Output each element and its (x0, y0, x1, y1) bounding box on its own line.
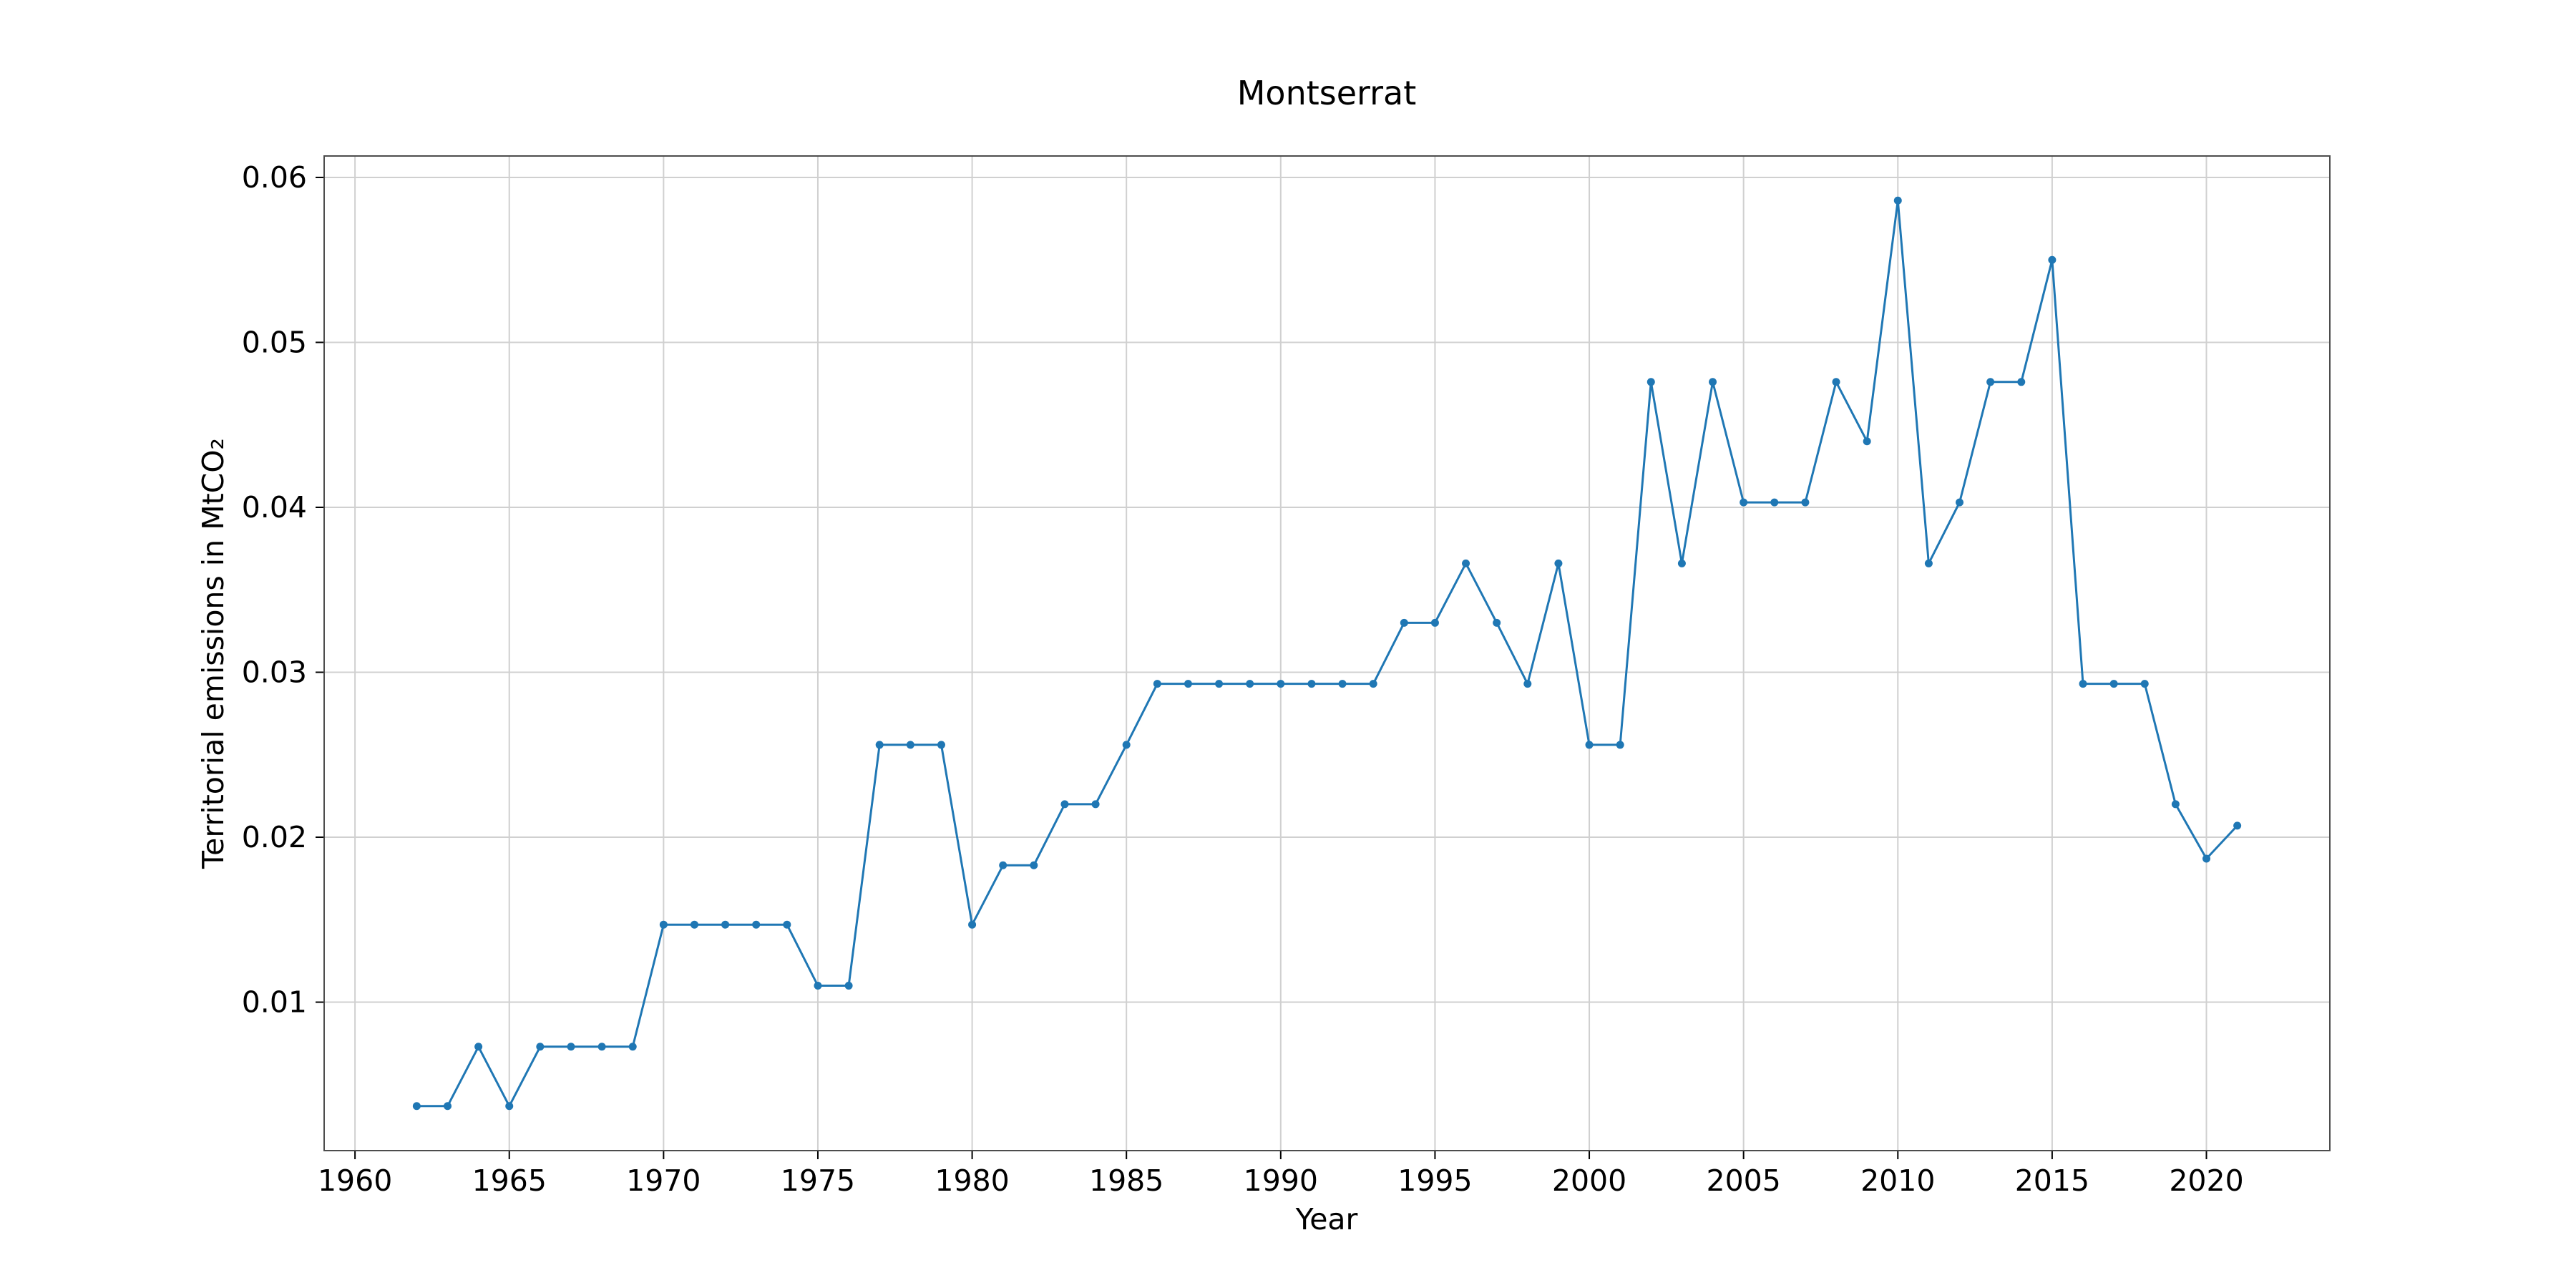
x-tick-label: 2010 (1860, 1163, 1935, 1198)
data-point (1986, 378, 1995, 386)
x-tick-label: 1970 (626, 1163, 701, 1198)
data-point (474, 1043, 483, 1051)
x-tick-label: 1995 (1397, 1163, 1472, 1198)
data-series (412, 196, 2242, 1111)
series-line (416, 199, 2238, 1108)
data-point (2048, 255, 2057, 264)
data-point (1585, 741, 1594, 749)
data-point (1400, 618, 1408, 627)
data-point (875, 741, 884, 749)
y-tick-label: 0.02 (242, 820, 307, 854)
y-tick-label: 0.06 (242, 160, 307, 195)
data-point (1215, 680, 1224, 688)
data-point (937, 741, 945, 749)
data-point (1369, 680, 1377, 688)
data-point (1924, 559, 1933, 567)
data-point (567, 1043, 575, 1051)
data-point (2233, 821, 2242, 830)
data-point (968, 920, 977, 929)
data-point (1338, 680, 1347, 688)
data-point (2109, 680, 2118, 688)
data-point (1801, 498, 1810, 507)
x-tick-label: 1990 (1244, 1163, 1318, 1198)
data-point (1740, 498, 1748, 507)
data-point (1893, 196, 1902, 205)
data-point (783, 920, 791, 929)
data-point (1060, 800, 1069, 809)
data-point (1646, 378, 1655, 386)
data-point (1709, 378, 1717, 386)
data-point (1554, 559, 1563, 567)
x-tick-label: 2005 (1706, 1163, 1780, 1198)
y-tick-label: 0.04 (242, 490, 307, 525)
data-point (659, 920, 668, 929)
x-tick-label: 1975 (781, 1163, 855, 1198)
x-axis-label: Year (1295, 1202, 1358, 1236)
chart-title: Montserrat (1237, 74, 1417, 112)
data-point (721, 920, 730, 929)
data-point (1493, 618, 1501, 627)
data-point (628, 1043, 637, 1051)
data-point (1153, 680, 1161, 688)
data-point (814, 981, 822, 990)
data-point (412, 1102, 421, 1111)
y-axis-label: Territorial emissions in MtCO₂ (196, 438, 230, 869)
data-point (1832, 378, 1840, 386)
y-tick-label: 0.05 (242, 325, 307, 359)
data-point (2079, 680, 2087, 688)
data-point (2202, 854, 2211, 863)
axis-ticks: 1960 1965 1970 1975 1980 1985 1990 1995 2000 2005… (242, 160, 2244, 1198)
plot-frame (323, 155, 2331, 1151)
data-point (2171, 800, 2180, 809)
data-point (1956, 498, 1964, 507)
y-tick-label: 0.01 (242, 985, 307, 1020)
data-point (1616, 741, 1624, 749)
data-point (1091, 800, 1100, 809)
data-point (1184, 680, 1192, 688)
data-point (1863, 437, 1871, 446)
x-tick-label: 2015 (2015, 1163, 2089, 1198)
data-point (999, 861, 1008, 869)
data-point (1523, 680, 1532, 688)
data-point (536, 1043, 545, 1051)
data-point (752, 920, 761, 929)
data-point (1122, 741, 1131, 749)
x-tick-label: 2000 (1552, 1163, 1626, 1198)
data-point (443, 1102, 452, 1111)
data-point (1307, 680, 1316, 688)
data-point (505, 1102, 514, 1111)
data-point (1246, 680, 1254, 688)
data-point (690, 920, 698, 929)
data-point (597, 1043, 606, 1051)
y-tick-label: 0.03 (242, 655, 307, 690)
data-point (844, 981, 853, 990)
grid (324, 156, 2330, 1151)
data-point (2017, 378, 2026, 386)
x-tick-label: 1965 (472, 1163, 547, 1198)
data-point (1462, 559, 1470, 567)
data-point (1030, 861, 1038, 869)
x-tick-label: 1985 (1089, 1163, 1163, 1198)
data-point (1430, 618, 1439, 627)
data-point (2140, 680, 2149, 688)
data-point (1770, 498, 1779, 507)
data-point (1277, 680, 1285, 688)
x-tick-label: 1960 (318, 1163, 392, 1198)
data-point (906, 741, 914, 749)
x-tick-label: 1980 (935, 1163, 1009, 1198)
x-tick-label: 2020 (2169, 1163, 2243, 1198)
data-point (1677, 559, 1686, 567)
